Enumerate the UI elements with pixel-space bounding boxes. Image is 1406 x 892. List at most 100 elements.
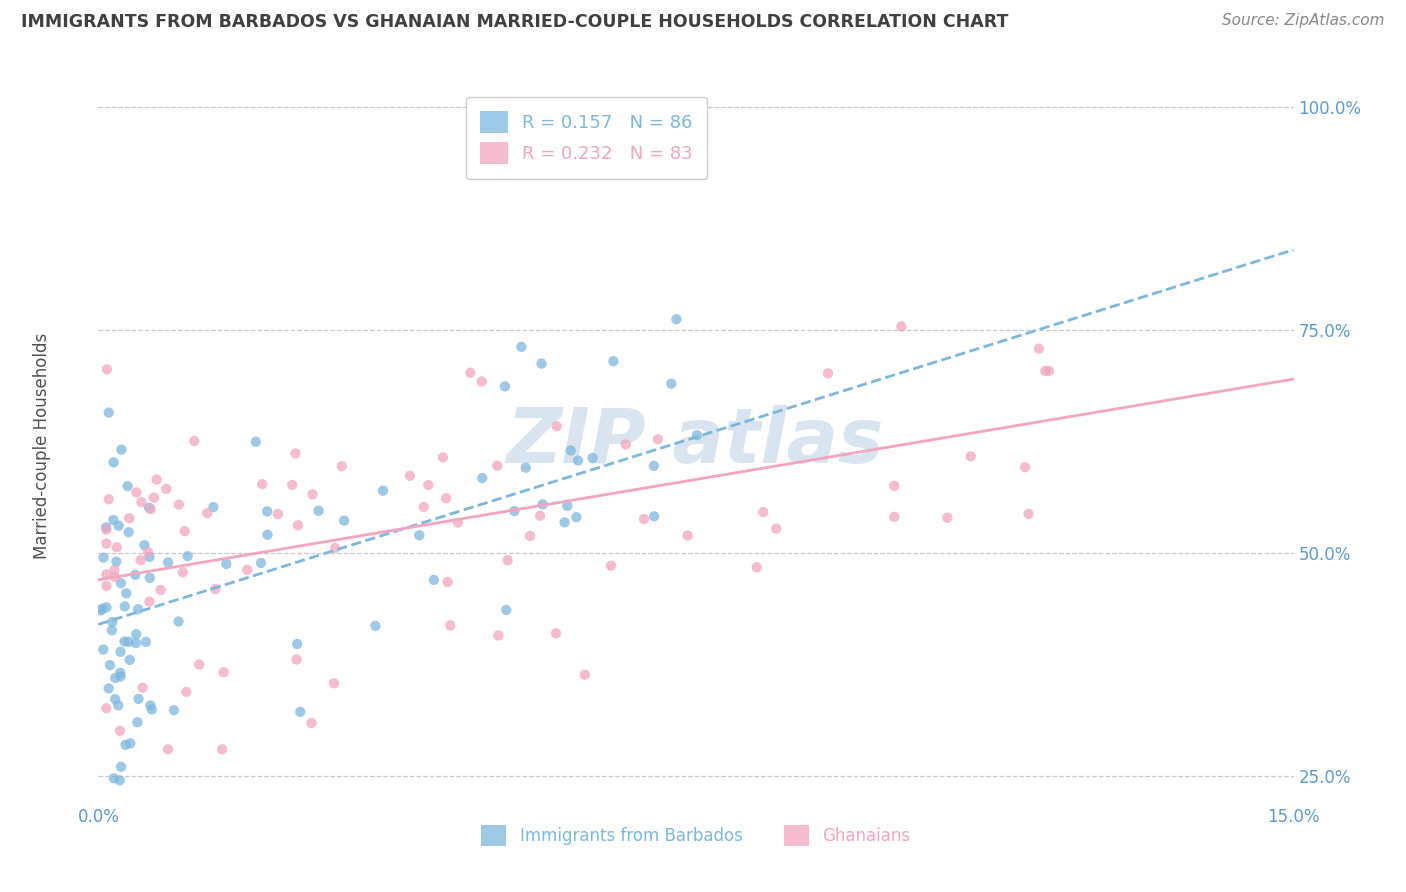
Point: [817, 367, 839, 381]
Point: [287, 518, 309, 533]
Point: [333, 514, 356, 528]
Point: [567, 453, 589, 467]
Point: [110, 760, 132, 774]
Point: [96, 701, 118, 715]
Point: [129, 553, 152, 567]
Point: [460, 366, 482, 380]
Point: [110, 442, 132, 457]
Point: [103, 455, 125, 469]
Point: [115, 586, 138, 600]
Point: [752, 505, 775, 519]
Point: [308, 504, 330, 518]
Point: [172, 566, 194, 580]
Point: [125, 636, 148, 650]
Point: [183, 434, 205, 448]
Point: [554, 516, 576, 530]
Point: [110, 669, 132, 683]
Point: [157, 556, 180, 570]
Point: [284, 446, 307, 460]
Point: [204, 582, 226, 596]
Point: [118, 511, 141, 525]
Point: [107, 518, 129, 533]
Point: [127, 715, 149, 730]
Point: [167, 498, 190, 512]
Point: [105, 555, 128, 569]
Point: [138, 500, 160, 515]
Point: [135, 635, 157, 649]
Point: [883, 479, 905, 493]
Point: [765, 522, 787, 536]
Point: [471, 471, 494, 485]
Point: [643, 458, 665, 473]
Point: [104, 570, 127, 584]
Point: [108, 723, 131, 738]
Point: [131, 495, 153, 509]
Point: [117, 635, 139, 649]
Point: [127, 602, 149, 616]
Point: [173, 524, 195, 539]
Point: [93, 550, 115, 565]
Point: [281, 478, 304, 492]
Text: Married-couple Households: Married-couple Households: [34, 333, 51, 559]
Point: [285, 652, 308, 666]
Point: [101, 615, 124, 629]
Point: [114, 634, 136, 648]
Point: [959, 450, 981, 464]
Point: [97, 492, 120, 507]
Text: IMMIGRANTS FROM BARBADOS VS GHANAIAN MARRIED-COUPLE HOUSEHOLDS CORRELATION CHART: IMMIGRANTS FROM BARBADOS VS GHANAIAN MAR…: [21, 13, 1008, 31]
Text: ZIP atlas: ZIP atlas: [508, 405, 884, 478]
Point: [614, 437, 637, 451]
Point: [745, 560, 768, 574]
Point: [322, 676, 344, 690]
Point: [565, 510, 588, 524]
Point: [136, 545, 159, 559]
Point: [103, 513, 125, 527]
Point: [155, 482, 177, 496]
Point: [364, 619, 387, 633]
Legend: Immigrants from Barbados, Ghanaians: Immigrants from Barbados, Ghanaians: [475, 819, 917, 852]
Point: [686, 428, 709, 442]
Point: [510, 340, 533, 354]
Point: [105, 541, 128, 555]
Point: [399, 468, 422, 483]
Point: [98, 658, 121, 673]
Point: [104, 671, 127, 685]
Point: [436, 574, 458, 589]
Point: [143, 491, 166, 505]
Point: [574, 667, 596, 681]
Point: [145, 473, 167, 487]
Point: [91, 601, 114, 615]
Point: [301, 716, 323, 731]
Point: [176, 549, 198, 564]
Point: [131, 681, 153, 695]
Point: [167, 615, 190, 629]
Point: [486, 628, 509, 642]
Point: [581, 450, 603, 465]
Point: [138, 594, 160, 608]
Point: [643, 509, 665, 524]
Point: [104, 692, 127, 706]
Point: [544, 626, 567, 640]
Point: [1014, 460, 1036, 475]
Point: [890, 319, 912, 334]
Point: [114, 599, 136, 614]
Point: [128, 692, 150, 706]
Point: [659, 376, 682, 391]
Point: [285, 637, 308, 651]
Point: [496, 553, 519, 567]
Point: [118, 525, 141, 540]
Point: [486, 458, 509, 473]
Point: [212, 665, 235, 680]
Point: [195, 506, 218, 520]
Point: [1033, 364, 1056, 378]
Point: [439, 618, 461, 632]
Point: [125, 485, 148, 500]
Point: [118, 653, 141, 667]
Point: [96, 362, 118, 376]
Point: [108, 773, 131, 788]
Point: [94, 520, 117, 534]
Point: [215, 557, 238, 571]
Point: [202, 500, 225, 514]
Point: [163, 703, 186, 717]
Point: [250, 556, 273, 570]
